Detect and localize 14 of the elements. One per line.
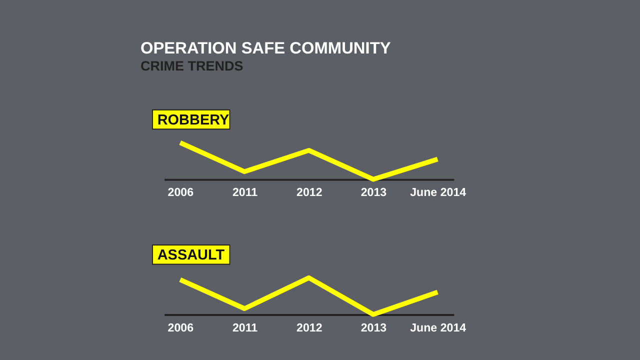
x-tick-label: 2006 <box>168 187 194 200</box>
x-tick-label: 2011 <box>232 322 258 334</box>
x-tick-label: June 2014 <box>410 187 467 200</box>
series-label: ROBBERY <box>157 112 230 128</box>
x-tick-label: 2011 <box>232 187 258 200</box>
x-tick-label: 2006 <box>168 322 194 334</box>
x-tick-label: 2012 <box>296 187 322 200</box>
series-label: ASSAULT <box>157 247 225 264</box>
x-tick-label: June 2014 <box>410 322 467 334</box>
x-tick-label: 2013 <box>360 322 388 334</box>
x-tick-label: 2013 <box>360 187 388 200</box>
x-tick-label: 2012 <box>296 322 322 334</box>
chart-subtitle: CRIME TRENDS <box>140 58 244 74</box>
chart-title: OPERATION SAFE COMMUNITY <box>140 39 391 58</box>
